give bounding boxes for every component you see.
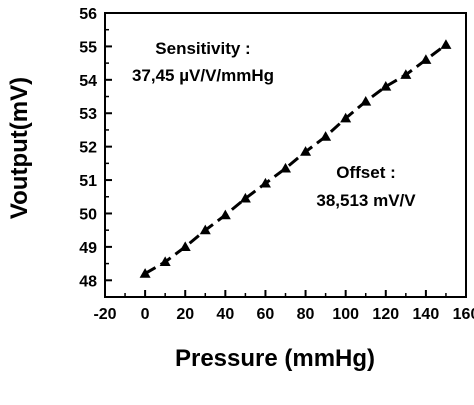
- data-point-4: [219, 209, 231, 220]
- x-tick-label-8: 140: [413, 306, 440, 323]
- x-tick-label-3: 40: [216, 306, 234, 323]
- x-axis-title: Pressure (mmHg): [175, 345, 375, 372]
- x-tick-label-9: 160: [453, 306, 474, 323]
- data-point-6: [259, 177, 271, 188]
- data-point-2: [179, 241, 191, 252]
- sensitivity-label: Sensitivity :: [155, 39, 250, 58]
- data-point-8: [300, 146, 312, 156]
- y-axis-title: Voutput(mV): [6, 77, 33, 219]
- x-tick-label-6: 100: [332, 306, 359, 323]
- data-point-12: [380, 81, 392, 91]
- y-tick-label-5: 53: [79, 106, 97, 123]
- y-tick-label-0: 48: [79, 273, 97, 290]
- x-tick-label-0: -20: [93, 306, 116, 323]
- y-axis-ticks: 48 49 50 51 52 53 54 55 56: [79, 6, 112, 298]
- y-tick-label-2: 50: [79, 206, 97, 223]
- x-tick-label-1: 0: [141, 306, 150, 323]
- data-point-10: [340, 112, 352, 123]
- data-point-0: [139, 268, 151, 278]
- data-point-13: [400, 69, 412, 79]
- data-point-5: [239, 192, 251, 203]
- y-tick-label-7: 55: [79, 39, 97, 56]
- x-axis-ticks: -20 0 20 40 60 80 100 120 140 160: [93, 290, 474, 323]
- x-tick-label-4: 60: [257, 306, 275, 323]
- y-tick-label-6: 54: [79, 73, 97, 90]
- data-point-15: [440, 39, 452, 49]
- data-point-9: [320, 131, 332, 141]
- series-markers: [139, 39, 452, 278]
- data-point-11: [360, 96, 372, 106]
- y-tick-label-3: 51: [79, 173, 97, 190]
- y-tick-label-4: 52: [79, 140, 97, 157]
- data-point-1: [159, 256, 171, 267]
- data-point-7: [280, 162, 291, 173]
- offset-label: Offset :: [336, 163, 396, 182]
- y-tick-label-1: 49: [79, 240, 97, 257]
- offset-value: 38,513 mV/V: [316, 191, 416, 210]
- data-point-3: [199, 224, 211, 235]
- x-tick-label-5: 80: [297, 306, 315, 323]
- y-tick-label-8: 56: [79, 6, 97, 23]
- data-point-14: [420, 54, 432, 64]
- x-tick-label-7: 120: [372, 306, 399, 323]
- series-line: [144, 43, 447, 275]
- sensitivity-value: 37,45 µV/V/mmHg: [132, 66, 274, 85]
- x-tick-label-2: 20: [176, 306, 194, 323]
